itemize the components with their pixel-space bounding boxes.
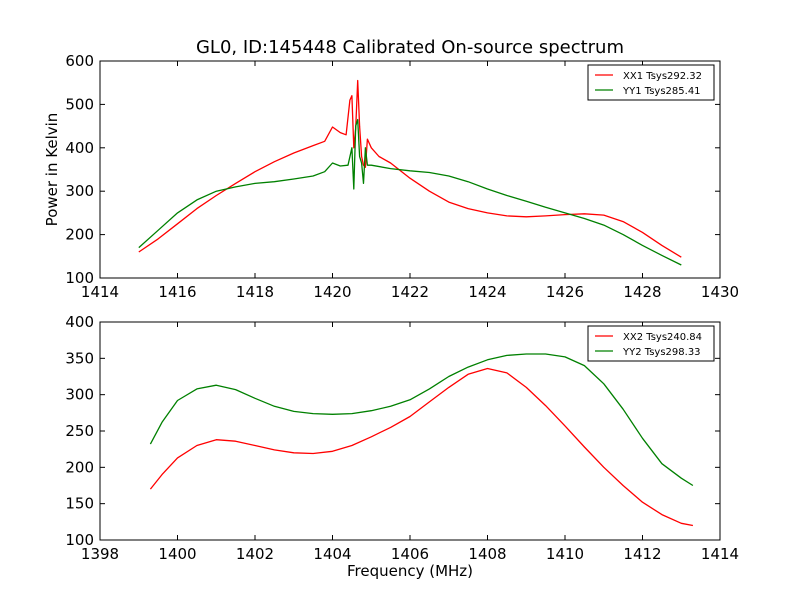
y-tick-label: 300 <box>65 182 94 200</box>
y-tick-label: 500 <box>65 95 94 113</box>
y-tick-label: 350 <box>65 349 94 367</box>
x-tick-label: 1426 <box>546 283 584 301</box>
legend: XX2 Tsys240.84 YY2 Tsys298.33 <box>587 325 715 362</box>
series-line-xx1 <box>138 79 682 258</box>
y-tick-label: 200 <box>65 458 94 476</box>
y-tick-label: 100 <box>65 531 94 549</box>
x-tick-label: 1398 <box>81 545 119 563</box>
legend-entry: XX2 Tsys240.84 <box>623 332 702 343</box>
legend-entry: XX1 Tsys292.32 <box>623 71 702 82</box>
series-line-yy2 <box>149 353 694 487</box>
x-tick-label: 1428 <box>623 283 661 301</box>
x-tick-label: 1408 <box>468 545 506 563</box>
x-axis-label: Frequency (MHz) <box>347 562 473 580</box>
x-tick-label: 1404 <box>313 545 351 563</box>
x-tick-label: 1400 <box>158 545 196 563</box>
top-panel: 1414 1416 1418 1420 1422 1424 1426 1428 1430 100 2… <box>43 52 739 301</box>
x-tick-label: 1406 <box>391 545 429 563</box>
y-tick-label: 300 <box>65 386 94 404</box>
y-tick-label: 100 <box>65 269 94 287</box>
x-tick-label: 1414 <box>81 283 119 301</box>
x-tick-label: 1418 <box>236 283 274 301</box>
y-tick-label: 150 <box>65 495 94 513</box>
series-line-xx2 <box>149 367 694 527</box>
y-tick-label: 400 <box>65 313 94 331</box>
x-tick-label: 1414 <box>701 545 739 563</box>
y-axis-label: Power in Kelvin <box>43 113 61 227</box>
x-tick-label: 1412 <box>623 545 661 563</box>
legend-box <box>587 325 715 362</box>
x-tick-label: 1422 <box>391 283 429 301</box>
x-tick-label: 1416 <box>158 283 196 301</box>
legend-entry: YY2 Tsys298.33 <box>622 347 701 358</box>
x-tick-label: 1410 <box>546 545 584 563</box>
x-tick-label: 1430 <box>701 283 739 301</box>
y-tick-label: 250 <box>65 422 94 440</box>
x-tick-label: 1420 <box>313 283 351 301</box>
legend-entry: YY1 Tsys285.41 <box>622 86 701 97</box>
y-tick-label: 200 <box>65 226 94 244</box>
legend-box <box>587 64 715 101</box>
chart-title: GL0, ID:145448 Calibrated On-source spec… <box>196 37 624 58</box>
y-tick-label: 600 <box>65 52 94 70</box>
legend: XX1 Tsys292.32 YY1 Tsys285.41 <box>587 64 715 101</box>
x-tick-label: 1424 <box>468 283 506 301</box>
x-tick-label: 1402 <box>236 545 274 563</box>
y-tick-label: 400 <box>65 139 94 157</box>
bottom-panel: 1398 1400 1402 1404 1406 1408 1410 1412 1414 100 1… <box>65 313 739 563</box>
series-line-yy1 <box>138 118 682 266</box>
